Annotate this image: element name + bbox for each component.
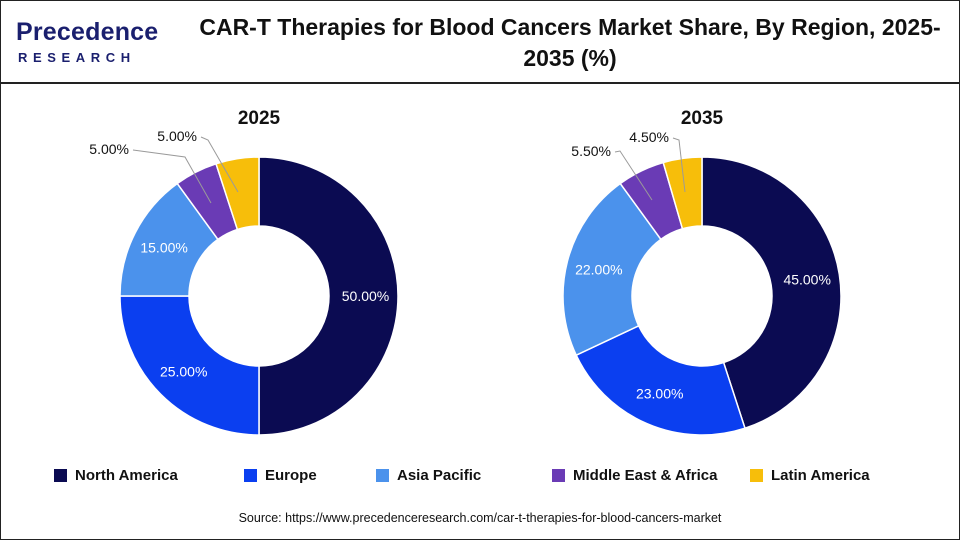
legend-item-asia-pacific: Asia Pacific [376,464,481,486]
data-label: 5.00% [157,128,197,144]
donut-chart-2025: 2025 50.00% 25.00% 15.00% 5.00% 5.00% [89,108,399,436]
slice-europe [119,295,260,436]
leader-line [614,150,653,201]
legend-swatch-europe [244,468,257,482]
legend-label: Asia Pacific [397,466,482,484]
legend-item-latin-america: Latin America [750,464,870,486]
data-label: 5.00% [89,141,129,157]
slice-latin-america [662,156,703,230]
legend-swatch-middle-east-africa [552,468,565,482]
slice-north-america [258,156,399,436]
slice-europe [575,324,746,436]
data-label: 15.00% [140,240,187,256]
header: Precedence RESEARCH CAR-T Therapies for … [0,0,960,84]
data-label: 45.00% [783,271,830,287]
slice-asia-pacific [562,182,662,357]
source-note: Source: https://www.precedenceresearch.c… [238,511,722,525]
data-label: 4.50% [629,129,669,145]
precedence-research-logo: Precedence RESEARCH [16,14,166,70]
legend-swatch-north-america [54,468,67,482]
data-label: 22.00% [575,262,622,278]
legend-label: Middle East & Africa [573,466,718,484]
donut-title: 2025 [238,108,281,129]
leader-line [200,136,239,193]
legend: North America Europe Asia Pacific Middle… [40,464,940,486]
slice-latin-america [215,156,260,231]
logo-subtitle: RESEARCH [18,50,136,65]
legend-label: Latin America [771,466,870,484]
legend-label: North America [75,466,178,484]
legend-item-europe: Europe [244,464,317,486]
donut-chart-2035: 2035 45.00% 23.00% 22.00% 5.50% 4.50% [562,108,842,436]
legend-item-middle-east-africa: Middle East & Africa [552,464,717,486]
logo-wordmark: Precedence [16,18,159,46]
data-label: 25.00% [160,363,207,379]
legend-item-north-america: North America [54,464,178,486]
chart-title: CAR-T Therapies for Blood Cancers Market… [199,14,941,71]
legend-swatch-asia-pacific [376,468,389,482]
leader-line [132,149,212,204]
data-label: 5.50% [571,143,611,159]
donut-title: 2035 [681,108,724,129]
legend-label: Europe [265,466,317,484]
slice-north-america [701,156,842,430]
leader-line [672,137,686,193]
data-label: 23.00% [636,386,683,402]
legend-swatch-latin-america [750,468,763,482]
data-label: 50.00% [342,288,389,304]
